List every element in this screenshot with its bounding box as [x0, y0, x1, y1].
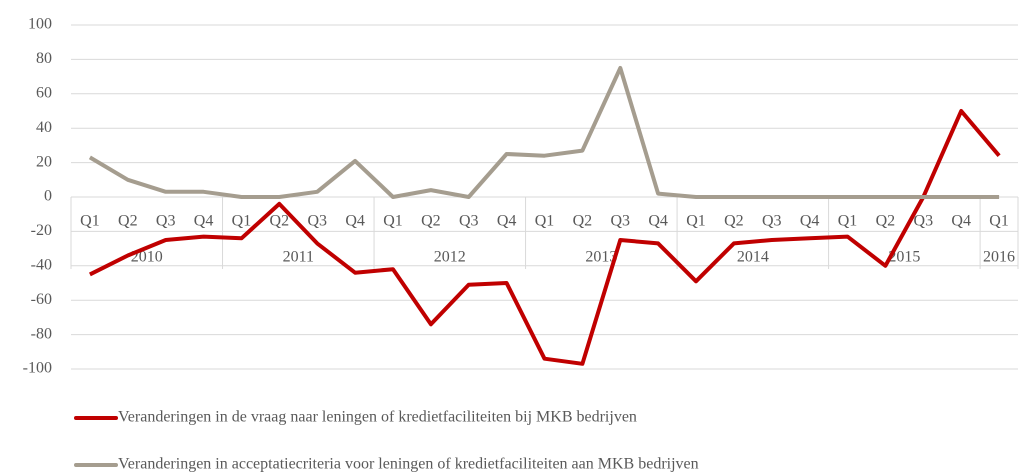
- y-tick-label: -80: [31, 325, 52, 342]
- x-group-label: 2012: [434, 249, 466, 266]
- y-tick-label: 0: [44, 188, 52, 205]
- y-tick-label: 100: [28, 16, 52, 33]
- x-tick-label: Q1: [80, 213, 100, 230]
- x-tick-label: Q3: [762, 213, 782, 230]
- x-tick-label: Q2: [421, 213, 441, 230]
- x-group-label: 2011: [283, 249, 314, 266]
- x-tick-label: Q4: [345, 213, 365, 230]
- x-group-label: 2016: [983, 249, 1015, 266]
- x-tick-label: Q3: [156, 213, 176, 230]
- x-tick-label: Q4: [194, 213, 214, 230]
- y-tick-label: 60: [36, 84, 52, 101]
- x-tick-label: Q3: [459, 213, 479, 230]
- x-group-label: 2015: [888, 249, 920, 266]
- x-tick-label: Q1: [686, 213, 706, 230]
- y-tick-label: -60: [31, 291, 52, 308]
- y-tick-label: -20: [31, 222, 52, 239]
- x-tick-label: Q1: [535, 213, 555, 230]
- x-tick-label: Q2: [270, 213, 290, 230]
- x-tick-label: Q3: [914, 213, 934, 230]
- x-tick-label: Q2: [876, 213, 896, 230]
- x-tick-label: Q4: [648, 213, 668, 230]
- series-line: [88, 66, 1000, 199]
- x-tick-label: Q2: [724, 213, 744, 230]
- x-tick-label: Q2: [573, 213, 593, 230]
- x-tick-label: Q2: [118, 213, 138, 230]
- y-tick-label: -100: [23, 360, 52, 377]
- x-group-label: 2013: [585, 249, 617, 266]
- x-tick-label: Q3: [610, 213, 630, 230]
- y-tick-label: 80: [36, 50, 52, 67]
- y-tick-label: 20: [36, 153, 52, 170]
- x-tick-label: Q1: [383, 213, 403, 230]
- series-line: [89, 109, 1001, 366]
- x-group-label: 2014: [737, 249, 769, 266]
- x-tick-label: Q1: [232, 213, 252, 230]
- x-tick-label: Q4: [951, 213, 971, 230]
- x-tick-label: Q4: [497, 213, 517, 230]
- y-tick-label: -40: [31, 256, 52, 273]
- legend-label: Veranderingen in acceptatiecriteria voor…: [118, 456, 699, 473]
- legend-label: Veranderingen in de vraag naar leningen …: [118, 409, 637, 426]
- x-tick-label: Q4: [800, 213, 820, 230]
- x-tick-label: Q3: [307, 213, 327, 230]
- y-tick-label: 40: [36, 119, 52, 136]
- x-tick-label: Q1: [989, 213, 1009, 230]
- x-tick-label: Q1: [838, 213, 858, 230]
